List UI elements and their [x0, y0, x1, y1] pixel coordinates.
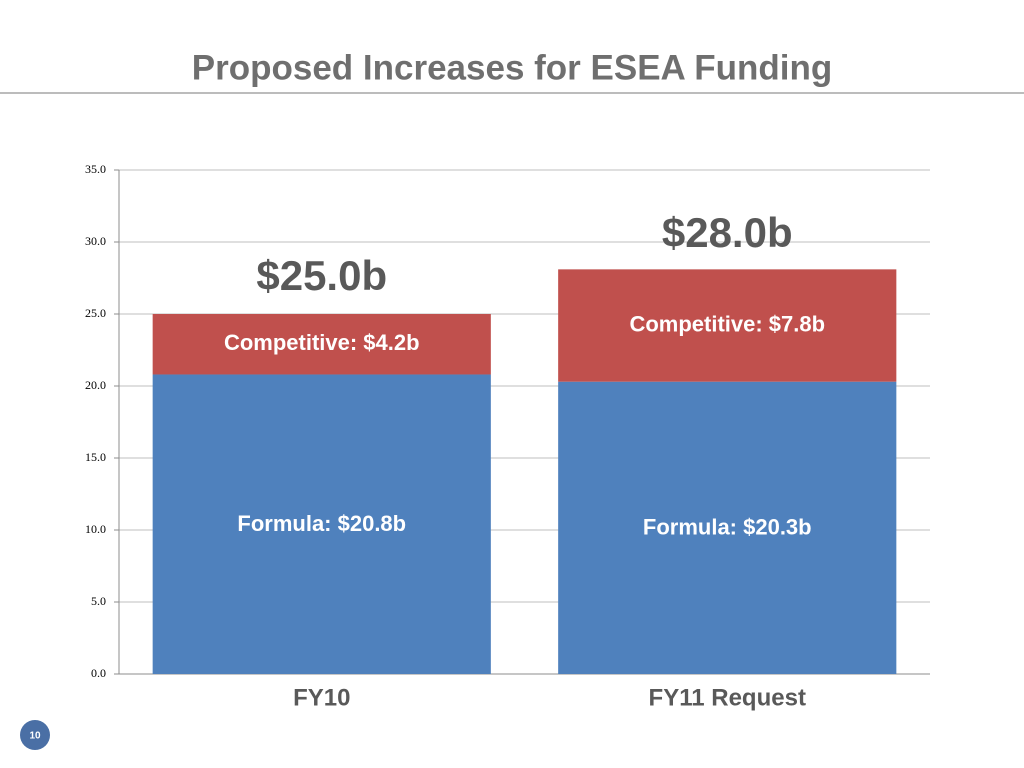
y-tick-label: 20.0 — [85, 378, 106, 392]
total-label: $28.0b — [662, 209, 793, 256]
y-tick-label: 25.0 — [85, 306, 106, 320]
y-tick-label: 10.0 — [85, 522, 106, 536]
value-label: Formula: $20.3b — [643, 515, 812, 540]
bar-segment — [558, 381, 897, 674]
y-tick-label: 5.0 — [91, 594, 106, 608]
x-tick-label: FY10 — [293, 684, 350, 711]
slide-number: 10 — [29, 731, 41, 742]
slide-number-badge — [20, 720, 50, 750]
y-tick-label: 35.0 — [85, 162, 106, 176]
total-label: $25.0b — [256, 252, 387, 299]
value-label: Competitive: $4.2b — [224, 330, 420, 355]
value-label: Formula: $20.8b — [237, 511, 406, 536]
y-tick-label: 0.0 — [91, 666, 106, 680]
value-label: Competitive: $7.8b — [629, 311, 825, 336]
y-tick-label: 30.0 — [85, 234, 106, 248]
y-tick-label: 15.0 — [85, 450, 106, 464]
bar-segment — [558, 269, 897, 382]
slide-title: Proposed Increases for ESEA Funding — [192, 48, 833, 87]
bar-segment — [152, 374, 491, 674]
x-tick-label: FY11 Request — [649, 684, 806, 711]
bar-segment — [152, 314, 491, 375]
